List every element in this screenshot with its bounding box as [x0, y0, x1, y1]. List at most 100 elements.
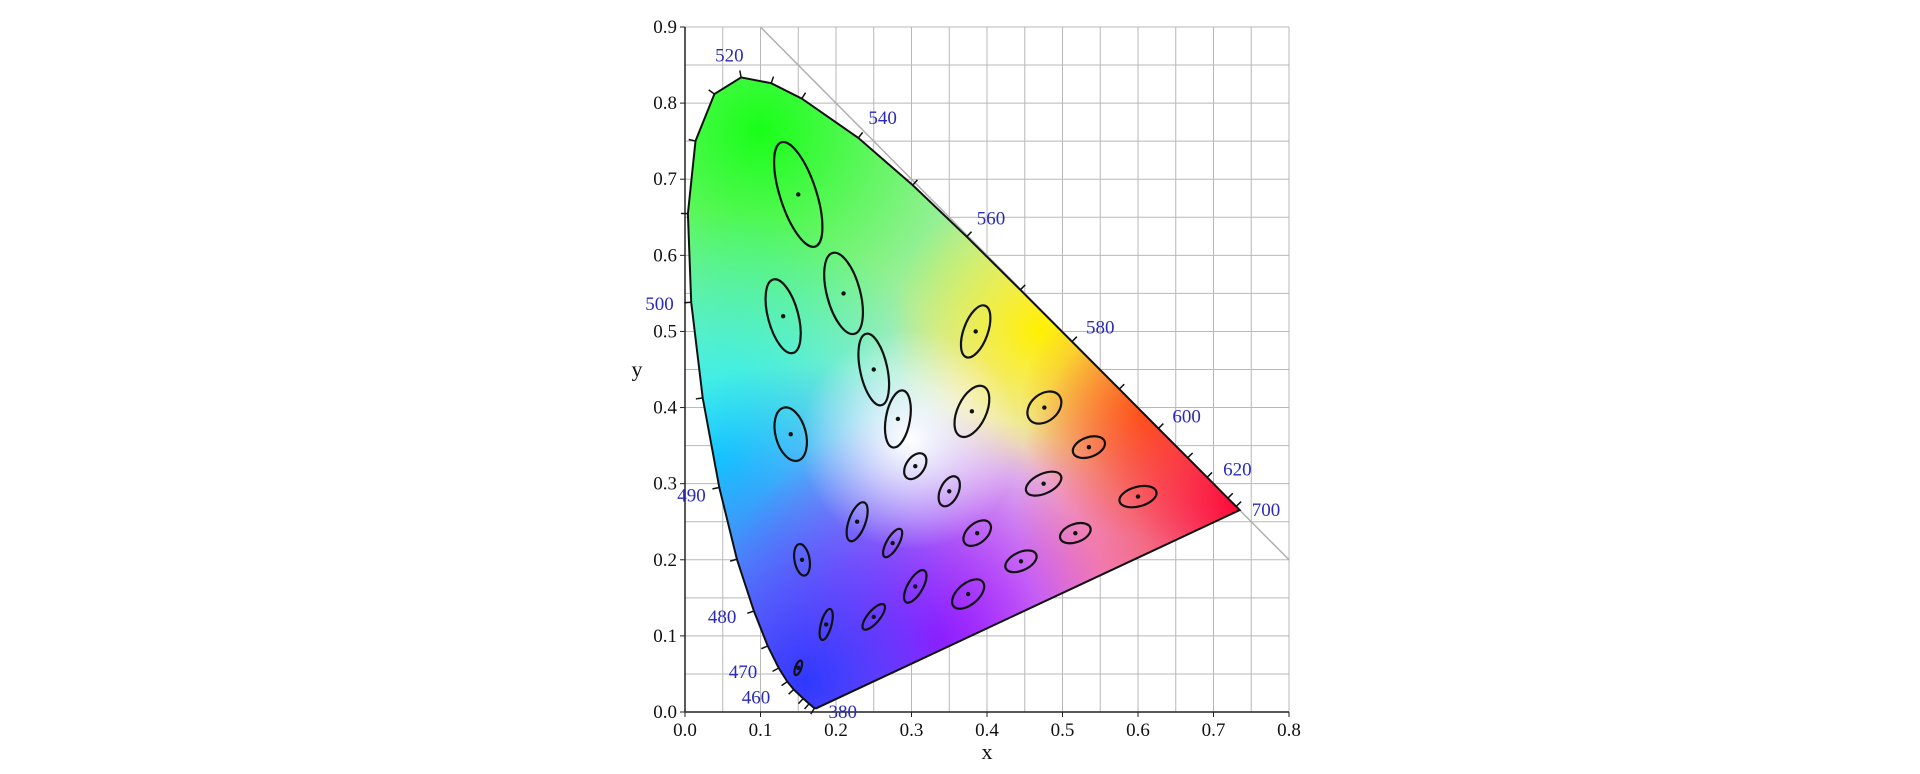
wavelength-label: 460 — [742, 687, 771, 708]
locus-tick — [803, 703, 810, 710]
ellipse-center-point — [1086, 444, 1092, 450]
ellipse-center-point — [947, 489, 952, 494]
macadam-ellipse — [764, 278, 802, 355]
y-tick-label: 0.0 — [653, 702, 677, 723]
locus-tick — [966, 231, 973, 238]
locus-tick — [797, 698, 804, 705]
wavelength-label: 580 — [1086, 318, 1115, 339]
ellipse-center-point — [796, 192, 801, 197]
macadam-ellipses — [764, 140, 1158, 677]
macadam-ellipse — [818, 607, 834, 642]
locus-tick — [712, 486, 720, 490]
wavelength-label: 500 — [645, 294, 674, 315]
wavelength-label: 490 — [677, 485, 706, 506]
spectral-locus-outline — [686, 76, 1242, 710]
locus-tick — [761, 645, 769, 650]
locus-tick — [912, 179, 918, 186]
ellipse-center-point — [871, 614, 876, 620]
y-tick-label: 0.5 — [653, 321, 677, 342]
macadam-ellipse — [1071, 435, 1107, 460]
x-tick-label: 0.2 — [824, 720, 848, 741]
x-tick-label: 0.3 — [900, 720, 924, 741]
macadam-ellipse — [902, 569, 928, 604]
wavelength-label: 620 — [1223, 459, 1252, 480]
x-tick-label: 0.8 — [1277, 720, 1301, 741]
ellipse-center-point — [799, 557, 805, 562]
ellipse-center-point — [1073, 530, 1078, 536]
y-tick-label: 0.1 — [653, 626, 677, 647]
macadam-ellipse — [937, 475, 961, 508]
macadam-ellipse — [962, 519, 993, 547]
macadam-ellipse — [1004, 549, 1038, 574]
macadam-ellipse — [1026, 390, 1063, 425]
ellipse-center-point — [895, 416, 901, 422]
y-tick-label: 0.3 — [653, 474, 677, 495]
y-tick-label: 0.9 — [653, 17, 677, 38]
wavelength-label: 700 — [1252, 500, 1281, 521]
ellipse-center-point — [823, 622, 829, 627]
x-tick-label: 0.5 — [1051, 720, 1075, 741]
macadam-ellipse — [1118, 484, 1158, 509]
y-axis-label: y — [632, 357, 643, 382]
wavelength-label: 380 — [828, 702, 857, 723]
macadam-ellipse — [773, 406, 809, 463]
ellipse-center-point — [788, 431, 793, 437]
locus-tick — [788, 688, 795, 695]
macadam-ellipse — [881, 527, 904, 559]
macadam-ellipse — [883, 389, 912, 449]
x-axis-label: x — [982, 739, 993, 764]
ellipse-center-point — [974, 530, 980, 536]
macadam-ellipse — [1024, 470, 1063, 497]
y-tick-label: 0.6 — [653, 245, 677, 266]
locus-tick — [729, 558, 738, 562]
ellipse-center-point — [973, 329, 978, 334]
macadam-ellipse — [959, 304, 992, 359]
y-tick-label: 0.4 — [653, 398, 677, 419]
ellipse-center-point — [913, 463, 918, 469]
locus-tick — [688, 138, 696, 142]
macadam-ellipse — [845, 501, 869, 543]
locus-tick — [1157, 423, 1164, 430]
macadam-ellipse — [861, 602, 887, 631]
locus-tick — [1227, 492, 1234, 499]
ellipse-center-point — [841, 291, 846, 296]
ellipse-center-point — [969, 409, 975, 414]
spectral-locus-ticks — [680, 70, 1242, 715]
macadam-ellipse — [792, 542, 812, 577]
x-axis-ticks: 0.0 0.1 0.2 0.3 0.4 0.5 0.6 0.7 0.8 — [673, 712, 1301, 741]
locus-tick — [770, 76, 775, 84]
ellipse-center-point — [1041, 481, 1046, 486]
macadam-ellipse — [772, 140, 824, 248]
locus-tick — [857, 131, 864, 139]
ellipse-center-point — [1018, 559, 1024, 564]
y-axis-ticks: 0.0 0.1 0.2 0.3 0.4 0.5 0.6 0.7 0.8 0.9 — [653, 17, 685, 723]
macadam-ellipse — [953, 384, 991, 439]
locus-tick — [810, 707, 816, 715]
wavelength-label: 480 — [708, 607, 737, 628]
x-tick-label: 0.0 — [673, 720, 697, 741]
x-tick-label: 0.7 — [1202, 720, 1226, 741]
macadam-ellipse — [857, 332, 891, 407]
ellipse-center-point — [913, 584, 918, 589]
locus-tick — [739, 70, 742, 78]
ellipse-center-point — [965, 591, 971, 597]
locus-tick — [747, 610, 755, 615]
x-tick-label: 0.6 — [1126, 720, 1150, 741]
locus-tick — [1118, 383, 1125, 390]
wavelength-label: 470 — [729, 662, 758, 683]
locus-tick — [1019, 284, 1026, 291]
wavelength-label: 560 — [977, 209, 1006, 230]
locus-tick — [708, 89, 715, 95]
wavelength-label: 520 — [715, 45, 744, 66]
ellipse-center-point — [780, 314, 786, 319]
y-tick-label: 0.2 — [653, 550, 677, 571]
ellipse-center-point — [1042, 405, 1047, 410]
ellipse-center-point — [1135, 494, 1141, 499]
locus-tick — [781, 681, 788, 687]
ellipse-center-point — [796, 665, 801, 671]
locus-tick — [1071, 336, 1078, 343]
locus-tick — [772, 667, 780, 673]
x-tick-label: 0.1 — [749, 720, 773, 741]
